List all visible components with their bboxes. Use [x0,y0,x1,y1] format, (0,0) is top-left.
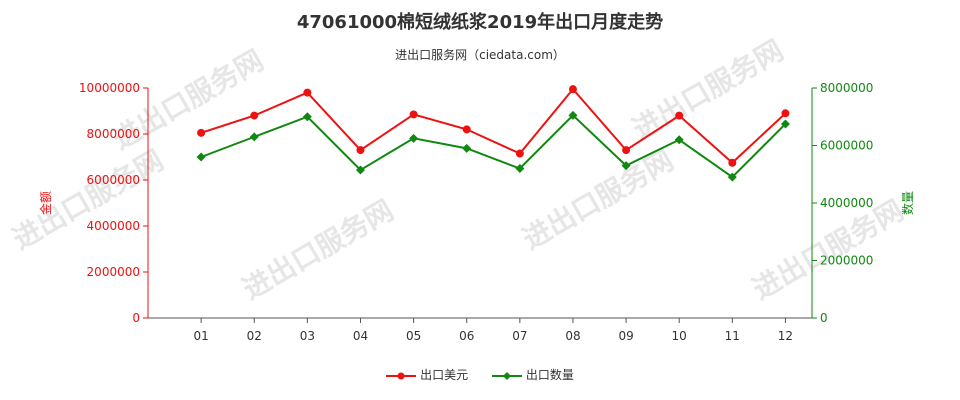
data-point-quantity [780,119,790,129]
y-left-tick-label: 10000000 [79,81,140,95]
y-axis-left-title: 金额 [38,191,53,215]
data-point-amount [409,110,418,119]
data-point-amount [781,109,790,118]
y-left-tick-label: 4000000 [87,219,140,233]
data-point-quantity [355,165,365,175]
y-left-tick-label: 2000000 [87,265,140,279]
chart-legend[interactable]: 出口美元 出口数量 [0,366,960,383]
data-point-amount [462,125,471,134]
series-line-quantity [200,113,787,179]
data-point-amount [356,146,365,155]
watermark-text-1: 进出口服务网 [237,193,399,306]
x-tick-label: 12 [778,329,793,343]
data-point-quantity [621,161,631,171]
y-right-tick-label: 8000000 [820,81,873,95]
y-left-tick-label: 0 [132,311,140,325]
y-right-tick-label: 0 [820,311,828,325]
watermark-text-2: 进出口服务网 [517,143,679,256]
legend-label-amount: 出口美元 [420,368,469,382]
chart-subtitle: 进出口服务网（ciedata.com） [395,48,565,62]
data-point-amount [728,158,737,167]
x-tick-label: 10 [672,329,687,343]
data-point-amount [197,128,206,137]
legend-line-amount-icon [386,372,417,379]
y-right-tick-label: 4000000 [820,196,873,210]
x-tick-label: 02 [247,329,262,343]
x-tick-label: 01 [193,329,208,343]
watermark-text-3: 进出口服务网 [747,193,909,306]
y-left-tick-label: 8000000 [87,127,140,141]
watermark-text-0: 进出口服务网 [7,143,169,256]
data-point-quantity [302,112,312,122]
legend-label-quantity: 出口数量 [525,368,574,382]
y-right-tick-label: 2000000 [820,254,873,268]
x-tick-label: 06 [459,329,474,343]
y-left-tick-label: 6000000 [87,173,140,187]
data-point-amount [622,146,631,155]
data-point-amount [303,88,312,97]
data-point-quantity [674,135,684,145]
data-point-quantity [727,172,737,182]
watermark-text-5: 进出口服务网 [627,33,789,146]
data-point-quantity [462,143,472,153]
legend-item-quantity[interactable]: 出口数量 [491,366,574,383]
data-point-amount [568,85,577,94]
series-line-amount [200,87,787,165]
data-point-quantity [568,110,578,120]
y-axis-right-title: 数量 [900,191,915,215]
data-point-amount [250,111,259,120]
data-point-quantity [409,133,419,143]
data-point-amount [515,149,524,158]
x-tick-label: 03 [300,329,315,343]
x-tick-label: 09 [618,329,633,343]
x-tick-label: 07 [512,329,527,343]
chart-title: 47061000棉短绒纸浆2019年出口月度走势 [296,12,664,33]
data-point-quantity [196,152,206,162]
x-tick-label: 08 [565,329,580,343]
data-point-quantity [249,132,259,142]
y-right-tick-label: 6000000 [820,139,873,153]
x-tick-label: 05 [406,329,421,343]
data-point-quantity [515,164,525,173]
legend-item-amount[interactable]: 出口美元 [386,366,468,383]
legend-line-quantity-icon [491,371,522,380]
x-tick-label: 11 [725,329,740,343]
x-tick-label: 04 [353,329,368,343]
data-point-amount [675,111,684,120]
